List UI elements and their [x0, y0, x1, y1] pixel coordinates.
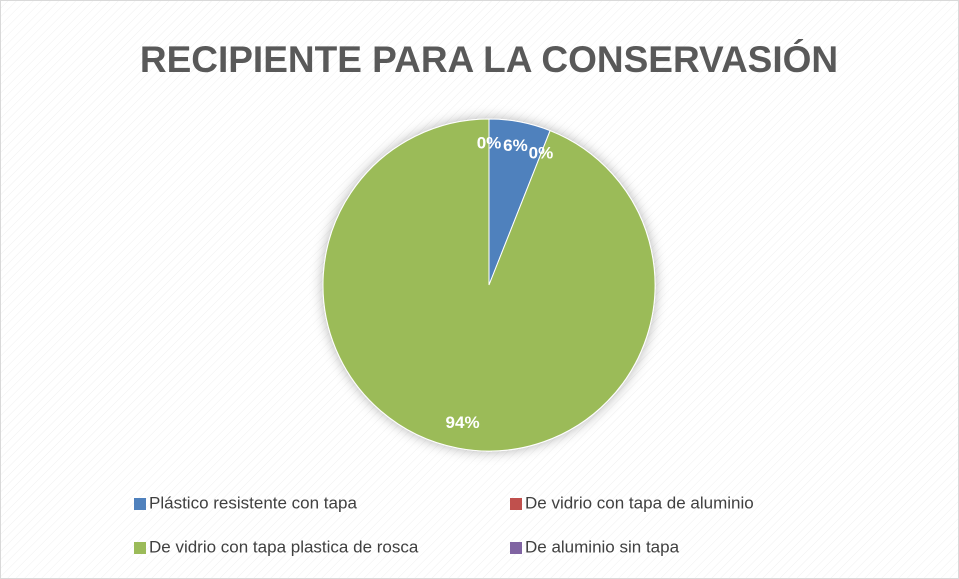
data-label: 94% — [446, 413, 480, 432]
legend-swatch — [510, 542, 522, 554]
legend-label: De vidrio con tapa plastica de rosca — [149, 537, 419, 556]
pie-slice — [322, 118, 656, 452]
legend-label: Plástico resistente con tapa — [149, 493, 357, 512]
chart-title: RECIPIENTE PARA LA CONSERVASIÓN — [140, 38, 838, 80]
legend-label: De vidrio con tapa de aluminio — [525, 493, 754, 512]
data-label: 6% — [503, 136, 528, 155]
data-label: 0% — [529, 143, 554, 162]
legend-label: De aluminio sin tapa — [525, 537, 680, 556]
legend-swatch — [134, 498, 146, 510]
data-label: 0% — [477, 133, 502, 152]
legend-swatch — [510, 498, 522, 510]
pie — [322, 118, 656, 452]
legend-swatch — [134, 542, 146, 554]
